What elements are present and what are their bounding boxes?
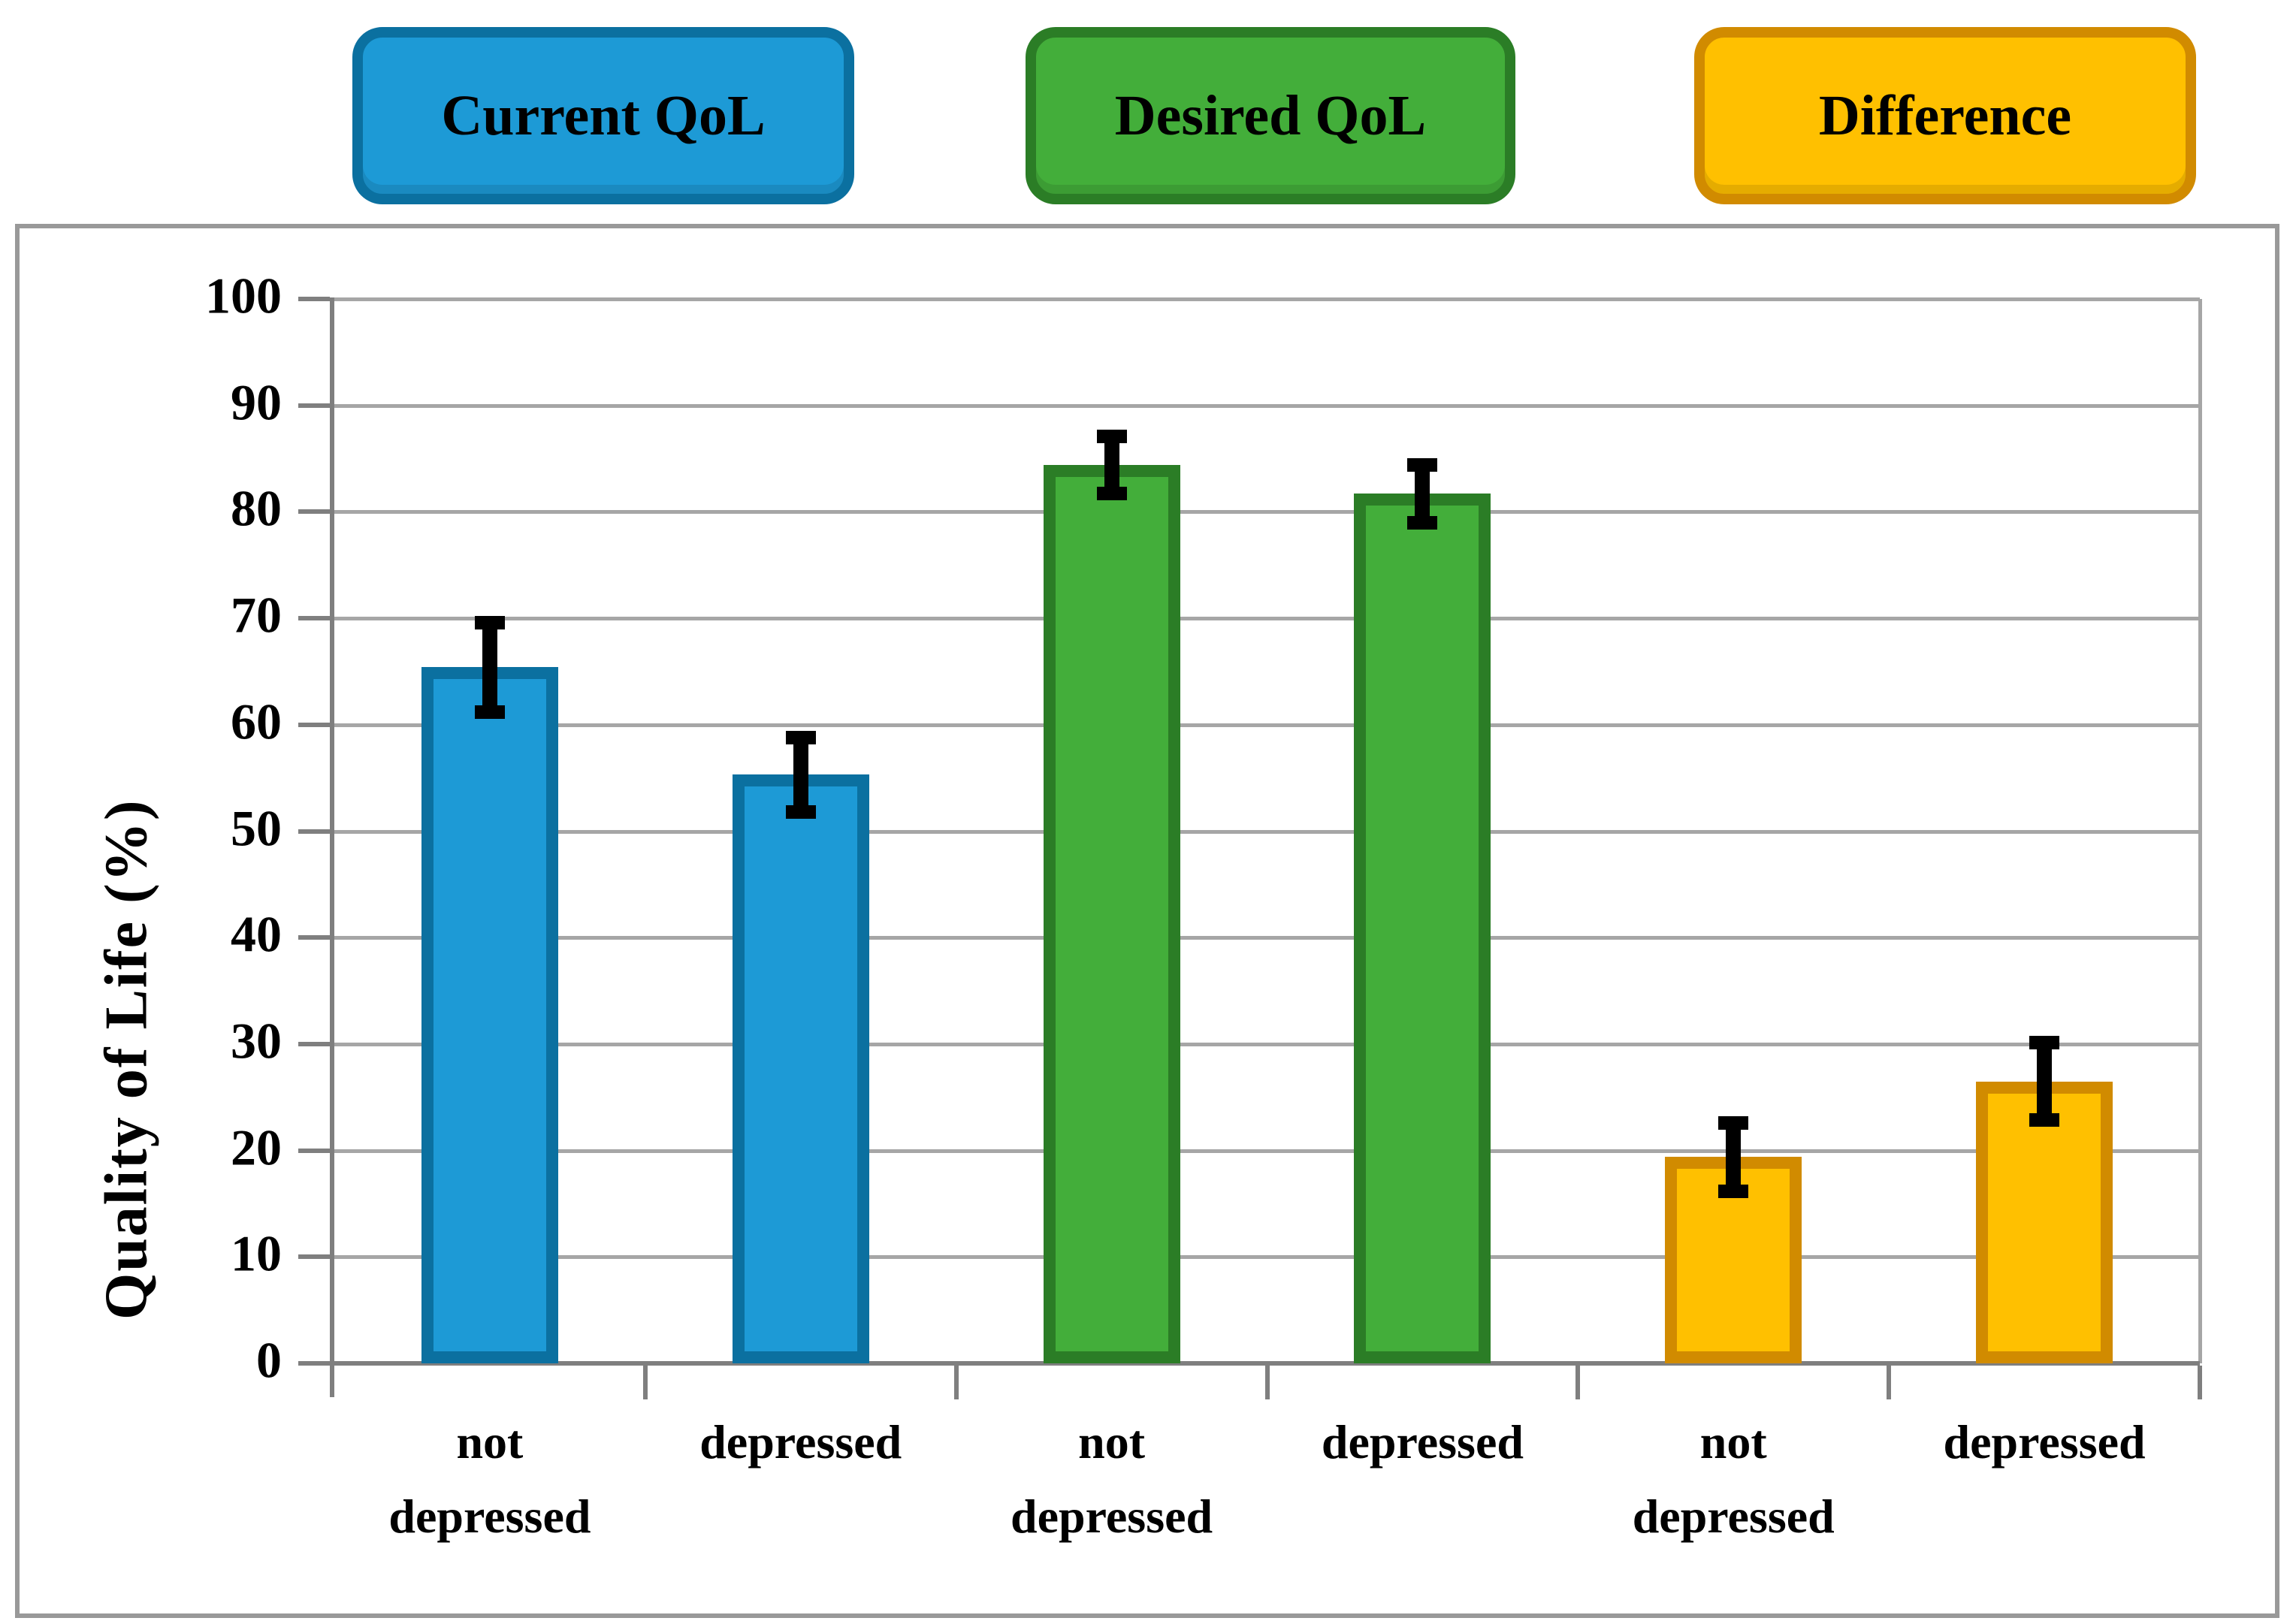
bar-desired-qol-not-depressed (1043, 465, 1180, 1363)
x-tick-label-3: not depressed (956, 1405, 1267, 1553)
error-bar-cap-top (474, 615, 505, 629)
bar-desired-qol-depressed (1354, 494, 1491, 1363)
y-axis-tick-90 (298, 403, 330, 408)
gridline-y-20 (334, 1149, 2200, 1153)
x-tick-label-4: depressed (1267, 1405, 1578, 1479)
error-bar-cap-bottom (785, 805, 816, 820)
error-bar-cap-top (2029, 1036, 2060, 1050)
x-tick-label-line: depressed (1321, 1415, 1524, 1469)
error-bar-stem (793, 732, 808, 818)
legend-label-current-qol: Current QoL (441, 83, 766, 147)
error-bar-stem (482, 617, 497, 717)
legend-item-current-qol: Current QoL (352, 27, 854, 204)
error-bar-cap-top (1407, 457, 1438, 472)
legend-label-desired-qol: Desired QoL (1114, 83, 1427, 147)
bar-current-qol-depressed (732, 774, 869, 1363)
gridline-y-40 (334, 936, 2200, 940)
y-tick-label-90: 90 (231, 373, 282, 431)
y-tick-label-40: 40 (231, 905, 282, 963)
gridline-y-80 (334, 510, 2200, 515)
x-tick-label-line: not (1078, 1415, 1146, 1469)
error-bar-current-qol-depressed (785, 730, 816, 820)
x-axis-line (330, 1361, 2200, 1366)
legend-item-desired-qol: Desired QoL (1026, 27, 1515, 204)
error-bar-desired-qol-depressed (1407, 457, 1438, 530)
y-axis-line (330, 297, 334, 1397)
y-tick-label-50: 50 (231, 799, 282, 857)
x-axis-tick-1 (642, 1366, 648, 1399)
bar-difference-depressed (1976, 1081, 2113, 1363)
x-tick-label-2: depressed (645, 1405, 956, 1479)
plot-area: 0 10 20 30 40 50 60 70 80 90 100 not depressed depres… (205, 267, 2202, 1543)
error-bar-stem (2037, 1037, 2053, 1125)
y-axis-tick-60 (298, 722, 330, 727)
y-tick-label-10: 10 (231, 1224, 282, 1282)
x-tick-label-line: depressed (699, 1415, 902, 1469)
y-axis-tick-40 (298, 935, 330, 940)
y-tick-label-60: 60 (231, 693, 282, 750)
error-bar-cap-top (1096, 429, 1127, 443)
y-axis-tick-10 (298, 1254, 330, 1260)
x-axis-tick-4 (1575, 1366, 1581, 1399)
error-bar-current-qol-not-depressed (474, 615, 505, 719)
y-tick-label-0: 0 (256, 1331, 282, 1389)
error-bar-desired-qol-not-depressed (1096, 429, 1127, 501)
y-tick-label-80: 80 (231, 479, 282, 537)
y-tick-label-100: 100 (205, 267, 282, 324)
y-axis-tick-20 (298, 1148, 330, 1153)
x-tick-label-line: not (1699, 1415, 1767, 1469)
error-bar-stem (1415, 459, 1430, 528)
error-bar-cap-bottom (1718, 1184, 1749, 1198)
error-bar-difference-not-depressed (1718, 1115, 1749, 1198)
y-axis-tick-100 (298, 297, 330, 301)
chart-frame: Quality of Life (%) 0 10 20 30 40 50 60 70 80 90 1… (15, 224, 2279, 1618)
y-axis-tick-80 (298, 509, 330, 515)
error-bar-cap-bottom (1096, 487, 1127, 501)
x-tick-label-line: depressed (388, 1490, 591, 1544)
x-tick-label-6: depressed (1889, 1405, 2200, 1479)
x-tick-label-line: depressed (1632, 1490, 1835, 1544)
x-tick-label-5: not depressed (1578, 1405, 1889, 1553)
error-bar-difference-depressed (2029, 1036, 2060, 1127)
bar-difference-not-depressed (1665, 1157, 1802, 1363)
gridline-y-10 (334, 1255, 2200, 1260)
gridline-y-60 (334, 723, 2200, 727)
y-axis-tick-0 (298, 1361, 330, 1366)
error-bar-stem (1726, 1117, 1742, 1197)
x-axis-tick-3 (1264, 1366, 1270, 1399)
y-axis-tick-50 (298, 829, 330, 834)
x-tick-label-line: depressed (1011, 1490, 1213, 1544)
error-bar-cap-bottom (2029, 1112, 2060, 1127)
legend-item-difference: Difference (1694, 27, 2196, 204)
error-bar-cap-bottom (474, 705, 505, 719)
y-axis-tick-30 (298, 1041, 330, 1046)
error-bar-cap-top (785, 730, 816, 744)
y-axis-tick-70 (298, 616, 330, 621)
error-bar-cap-bottom (1407, 515, 1438, 530)
x-tick-label-1: not depressed (334, 1405, 645, 1553)
legend-label-difference: Difference (1818, 83, 2072, 147)
x-axis-tick-5 (1887, 1366, 1892, 1399)
x-axis-tick-6 (2198, 1366, 2202, 1399)
gridline-y-70 (334, 617, 2200, 621)
x-tick-label-line: depressed (1943, 1415, 2146, 1469)
plot-right-border (2198, 299, 2202, 1363)
y-tick-label-70: 70 (231, 586, 282, 644)
gridline-y-90 (334, 403, 2200, 408)
y-tick-label-30: 30 (231, 1012, 282, 1070)
gridline-y-50 (334, 829, 2200, 834)
y-tick-label-20: 20 (231, 1118, 282, 1176)
error-bar-stem (1104, 430, 1119, 500)
error-bar-cap-top (1718, 1115, 1749, 1130)
gridline-y-30 (334, 1042, 2200, 1046)
bar-current-qol-not-depressed (421, 667, 558, 1363)
x-tick-label-line: not (456, 1415, 524, 1469)
x-axis-tick-2 (953, 1366, 959, 1399)
gridline-y-100 (334, 297, 2200, 301)
